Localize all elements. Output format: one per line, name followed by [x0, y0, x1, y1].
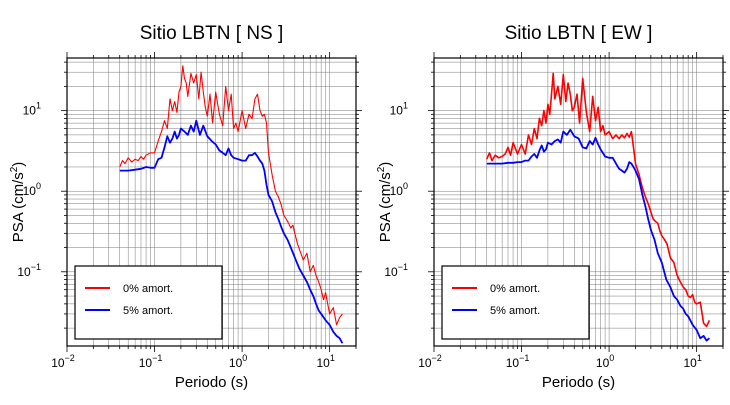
legend-label-amort-0: 0% amort. — [123, 283, 173, 295]
x-tick-label: 101 — [316, 353, 334, 370]
series-group — [485, 72, 711, 342]
series-line-amort-0 — [119, 65, 343, 326]
series-line-amort-5 — [119, 119, 344, 344]
plot-frame — [433, 57, 724, 347]
y-axis-label: PSA (cm/s2) — [9, 162, 27, 243]
chart-title: Sitio LBTN [ NS ] — [140, 23, 284, 44]
legend-label-amort-5: 5% amort. — [123, 305, 173, 317]
ticks — [428, 52, 729, 352]
legend: 0% amort. 5% amort. — [441, 265, 590, 340]
y-tick-label: 100 — [390, 181, 408, 198]
y-tick-label: 100 — [23, 181, 41, 198]
x-tick-label: 10−1 — [506, 353, 530, 370]
x-tick-label: 10−2 — [418, 353, 442, 370]
chart-title: Sitio LBTN [ EW ] — [505, 23, 653, 44]
x-tick-label: 100 — [229, 353, 247, 370]
y-tick-label: 101 — [23, 101, 41, 118]
y-axis-label: PSA (cm/s2) — [376, 162, 394, 243]
x-axis-label: Periodo (s) — [542, 374, 615, 391]
plot-frame — [66, 57, 357, 347]
legend: 0% amort. 5% amort. — [74, 265, 223, 340]
series-line-amort-0 — [485, 72, 711, 328]
legend-box — [441, 265, 590, 340]
legend-box — [74, 265, 223, 340]
series-line-amort-5 — [486, 128, 710, 342]
y-tick-label: 10−1 — [17, 262, 41, 279]
x-tick-label: 101 — [683, 353, 701, 370]
y-tick-label: 10−1 — [384, 262, 408, 279]
y-tick-label: 101 — [390, 101, 408, 118]
ticks — [61, 52, 362, 352]
chart-panel-2: 10−2 10−1 100 101 10−1 100 101 Sitio LBTN [ EW … — [376, 23, 729, 391]
legend-label-amort-5: 5% amort. — [490, 305, 540, 317]
x-axis-label: Periodo (s) — [175, 374, 248, 391]
x-tick-label: 10−1 — [139, 353, 163, 370]
chart-panel-1: 10−2 10−1 100 101 10−1 100 101 Sitio LBTN [ NS … — [9, 23, 362, 391]
x-tick-label: 10−2 — [51, 353, 75, 370]
legend-label-amort-0: 0% amort. — [490, 283, 540, 295]
series-group — [119, 65, 344, 344]
x-tick-label: 100 — [596, 353, 614, 370]
